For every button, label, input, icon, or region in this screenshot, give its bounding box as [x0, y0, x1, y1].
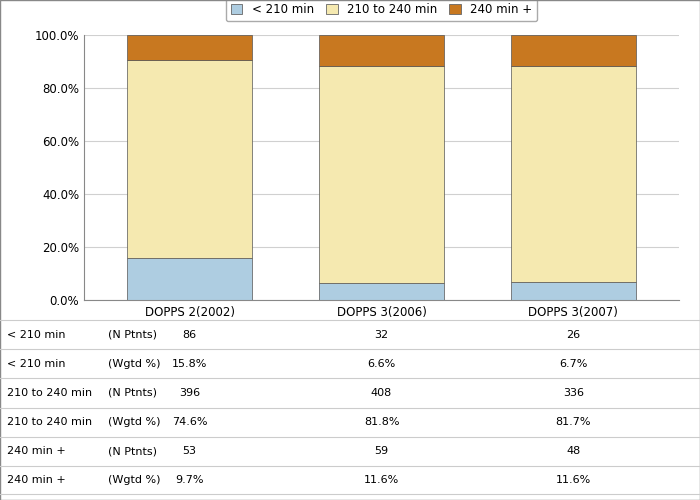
Bar [127, 258, 252, 300]
Text: (Wgtd %): (Wgtd %) [108, 359, 161, 369]
Text: 74.6%: 74.6% [172, 417, 207, 427]
Text: 11.6%: 11.6% [364, 476, 399, 486]
Text: < 210 min: < 210 min [7, 359, 66, 369]
Text: 240 min +: 240 min + [7, 476, 66, 486]
Text: (Wgtd %): (Wgtd %) [108, 417, 161, 427]
Text: 240 min +: 240 min + [7, 446, 66, 456]
Text: 396: 396 [179, 388, 200, 398]
Text: (N Ptnts): (N Ptnts) [108, 330, 158, 340]
Text: 59: 59 [374, 446, 388, 456]
Text: 48: 48 [566, 446, 580, 456]
Bar [511, 35, 636, 66]
Text: 26: 26 [566, 330, 580, 340]
Text: 81.8%: 81.8% [364, 417, 399, 427]
Text: 9.7%: 9.7% [175, 476, 204, 486]
Bar [511, 66, 636, 282]
Bar [127, 34, 252, 60]
Text: (N Ptnts): (N Ptnts) [108, 446, 158, 456]
Text: 32: 32 [374, 330, 388, 340]
Text: 15.8%: 15.8% [172, 359, 207, 369]
Text: (N Ptnts): (N Ptnts) [108, 388, 158, 398]
Text: 11.6%: 11.6% [556, 476, 591, 486]
Text: 81.7%: 81.7% [556, 417, 592, 427]
Bar [319, 35, 444, 66]
Text: 6.7%: 6.7% [559, 359, 587, 369]
Text: 336: 336 [563, 388, 584, 398]
Text: 408: 408 [371, 388, 392, 398]
Text: 210 to 240 min: 210 to 240 min [7, 388, 92, 398]
Bar [127, 60, 252, 258]
Text: < 210 min: < 210 min [7, 330, 66, 340]
Text: 210 to 240 min: 210 to 240 min [7, 417, 92, 427]
Text: (Wgtd %): (Wgtd %) [108, 476, 161, 486]
Bar [319, 282, 444, 300]
Legend: < 210 min, 210 to 240 min, 240 min +: < 210 min, 210 to 240 min, 240 min + [226, 0, 537, 21]
Text: 6.6%: 6.6% [368, 359, 395, 369]
Bar [511, 282, 636, 300]
Text: 53: 53 [183, 446, 197, 456]
Text: 86: 86 [183, 330, 197, 340]
Bar [319, 66, 444, 282]
